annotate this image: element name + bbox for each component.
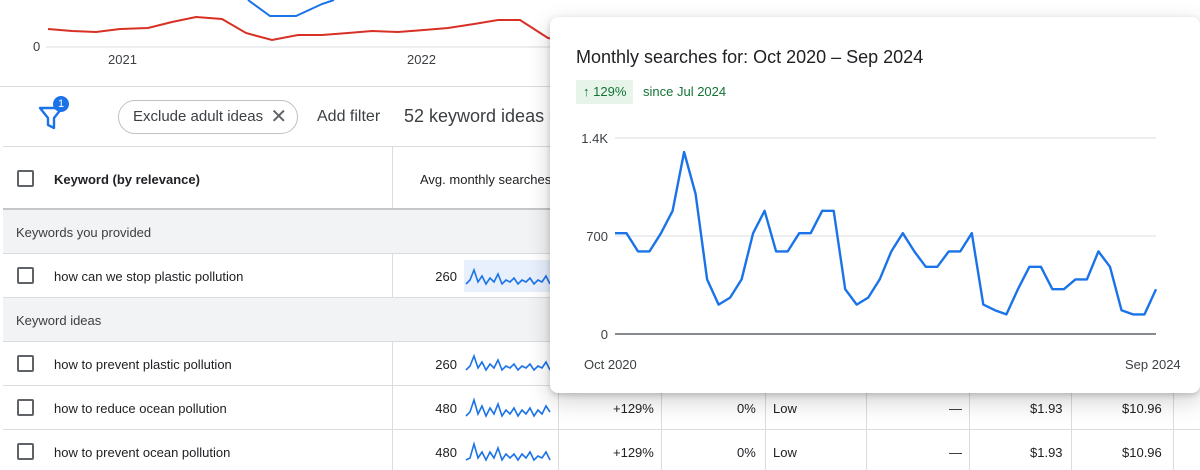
filter-count-badge: 1 bbox=[53, 96, 69, 112]
keyword-text: how to reduce ocean pollution bbox=[54, 401, 227, 416]
column-divider bbox=[558, 430, 559, 470]
column-divider bbox=[392, 430, 393, 470]
table-row[interactable]: how to prevent ocean pollution 480 +129%… bbox=[3, 430, 1200, 470]
three-month-change: +129% bbox=[613, 401, 654, 416]
series-line bbox=[615, 150, 1158, 316]
y-tick-label: 0 bbox=[601, 327, 608, 342]
yoy-change: 0% bbox=[737, 445, 756, 460]
column-divider bbox=[1071, 386, 1072, 429]
keyword-text: how can we stop plastic pollution bbox=[54, 269, 244, 284]
change-badge: ↑ 129% bbox=[576, 80, 634, 104]
bid-low-value: $1.93 bbox=[1030, 445, 1063, 460]
column-divider bbox=[1071, 430, 1072, 470]
column-header-keyword[interactable]: Keyword (by relevance) bbox=[54, 172, 200, 187]
column-divider bbox=[661, 386, 662, 429]
popup-title: Monthly searches for: Oct 2020 – Sep 202… bbox=[576, 47, 924, 67]
x-tick-end: Sep 2024 bbox=[1125, 357, 1181, 372]
column-divider bbox=[866, 386, 867, 429]
column-divider bbox=[661, 430, 662, 470]
bid-low-value: $1.93 bbox=[1030, 401, 1063, 416]
row-checkbox[interactable] bbox=[17, 267, 34, 284]
sparkline-chart[interactable] bbox=[464, 348, 554, 380]
keyword-count: 52 keyword ideas a bbox=[404, 106, 560, 126]
volume-value: 260 bbox=[435, 357, 457, 372]
column-divider bbox=[866, 430, 867, 470]
keyword-text: how to prevent ocean pollution bbox=[54, 445, 231, 460]
competition-value: Low bbox=[773, 445, 797, 460]
column-divider bbox=[392, 254, 393, 297]
chart-grid bbox=[615, 137, 1156, 335]
column-divider bbox=[392, 147, 393, 208]
column-header-avg-monthly[interactable]: Avg. monthly searches bbox=[420, 172, 552, 187]
volume-value: 480 bbox=[435, 401, 457, 416]
y-tick-zero: 0 bbox=[33, 39, 40, 54]
sparkline-chart[interactable] bbox=[464, 436, 554, 468]
select-all-checkbox[interactable] bbox=[17, 170, 34, 187]
blue-trend-line bbox=[247, 0, 335, 17]
bid-high-value: $10.96 bbox=[1122, 445, 1162, 460]
column-divider bbox=[969, 386, 970, 429]
competition-value: Low bbox=[773, 401, 797, 416]
y-tick-label: 1.4K bbox=[581, 131, 608, 146]
row-checkbox[interactable] bbox=[17, 443, 34, 460]
close-icon[interactable]: ✕ bbox=[270, 106, 288, 128]
volume-value: 260 bbox=[435, 269, 457, 284]
competition-index: — bbox=[949, 445, 962, 460]
column-divider bbox=[558, 386, 559, 429]
x-tick-2022: 2022 bbox=[407, 52, 436, 67]
chart-ticks: 1.4K 700 0 bbox=[581, 131, 608, 342]
chip-label: Exclude adult ideas bbox=[133, 108, 264, 125]
bid-high-value: $10.96 bbox=[1122, 401, 1162, 416]
arrow-up-icon: ↑ bbox=[583, 84, 594, 99]
column-divider bbox=[1173, 386, 1174, 429]
keyword-text: how to prevent plastic pollution bbox=[54, 357, 232, 372]
chart-points bbox=[614, 151, 1157, 315]
column-divider bbox=[392, 386, 393, 429]
row-checkbox[interactable] bbox=[17, 355, 34, 372]
column-divider bbox=[392, 342, 393, 385]
sparkline-chart[interactable] bbox=[464, 260, 554, 292]
sparkline-chart[interactable] bbox=[464, 392, 554, 424]
three-month-change: +129% bbox=[613, 445, 654, 460]
column-divider bbox=[765, 386, 766, 429]
change-value: 129% bbox=[593, 84, 627, 99]
x-tick-2021: 2021 bbox=[108, 52, 137, 67]
group-label: Keywords you provided bbox=[16, 225, 152, 240]
yoy-change: 0% bbox=[737, 401, 756, 416]
table-row[interactable]: how to reduce ocean pollution 480 +129% … bbox=[3, 386, 1200, 430]
volume-value: 480 bbox=[435, 445, 457, 460]
row-checkbox[interactable] bbox=[17, 399, 34, 416]
x-tick-start: Oct 2020 bbox=[584, 357, 637, 372]
since-text: since Jul 2024 bbox=[643, 84, 727, 99]
column-divider bbox=[765, 430, 766, 470]
exclude-adult-ideas-chip[interactable]: Exclude adult ideas ✕ bbox=[118, 100, 299, 134]
add-filter-button[interactable]: Add filter bbox=[317, 108, 381, 125]
competition-index: — bbox=[949, 401, 962, 416]
monthly-searches-chart: 1.4K 700 0 Oct 2020 Sep 2024 bbox=[581, 131, 1181, 372]
y-tick-label: 700 bbox=[586, 229, 608, 244]
monthly-searches-popup: Monthly searches for: Oct 2020 – Sep 202… bbox=[550, 17, 1200, 393]
column-divider bbox=[1173, 430, 1174, 470]
red-trend-line bbox=[47, 15, 561, 42]
group-label: Keyword ideas bbox=[16, 313, 102, 328]
column-divider bbox=[969, 430, 970, 470]
